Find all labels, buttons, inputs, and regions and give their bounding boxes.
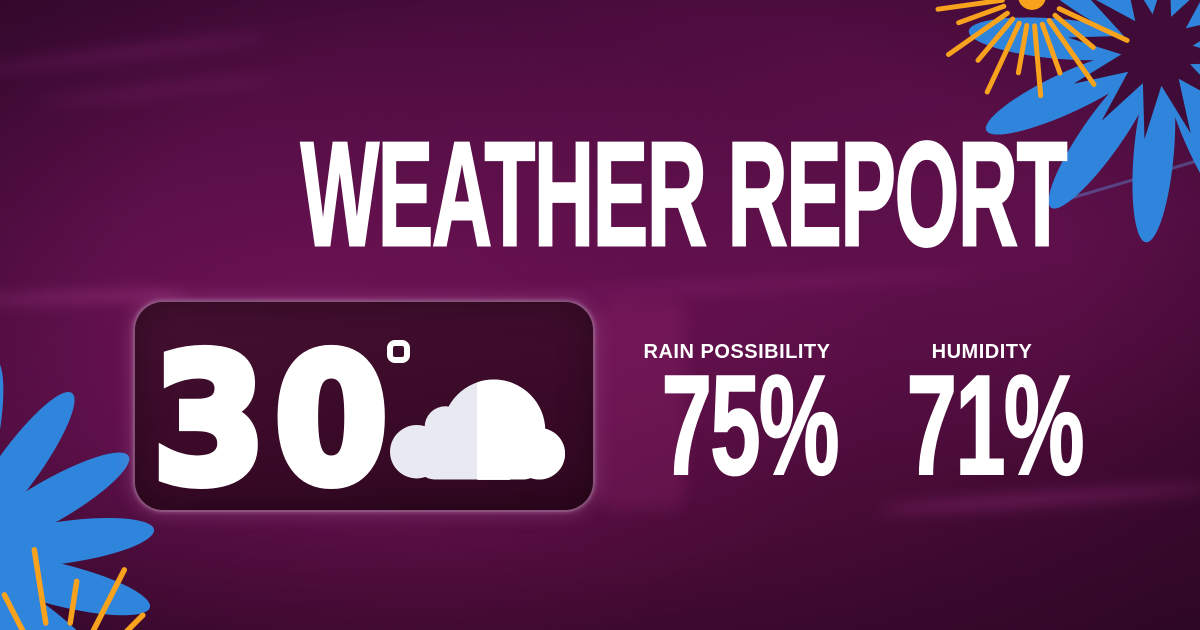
page-title: WEATHER REPORT <box>300 112 1068 277</box>
temperature-value: 30 <box>148 318 397 523</box>
degree-symbol-icon <box>387 340 410 363</box>
cloud-icon <box>390 379 566 480</box>
humidity-value: 71% <box>906 346 1085 505</box>
rain-possibility-label: RAIN POSSIBILITY <box>643 341 831 363</box>
firework-center-dot <box>1018 0 1046 10</box>
dark-star-icon <box>1067 0 1200 140</box>
orange-sparks-icon <box>1 547 146 630</box>
rain-possibility-value: 75% <box>661 346 840 505</box>
humidity-label: HUMIDITY <box>931 341 1033 363</box>
background-streak <box>40 73 280 108</box>
weather-card: 30 <box>133 300 595 523</box>
orange-firework-icon <box>935 0 1130 99</box>
background-streak <box>0 29 270 79</box>
